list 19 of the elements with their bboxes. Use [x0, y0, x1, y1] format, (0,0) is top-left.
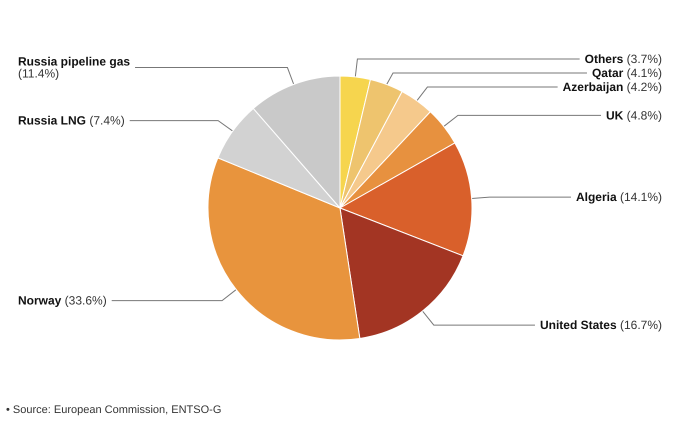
data-label: (33.6%) [64, 294, 107, 308]
data-label: (4.2%) [626, 80, 662, 94]
data-label: (4.8%) [626, 108, 662, 122]
slice-label: Russia pipeline gas [18, 54, 130, 69]
data-label: (3.7%) [626, 52, 662, 66]
data-label: (14.1%) [620, 190, 662, 204]
data-label: (7.4%) [89, 114, 125, 128]
data-label: (4.1%) [626, 66, 662, 80]
slice-label: UK [606, 108, 624, 122]
slice-label: Algeria [576, 190, 617, 204]
text: • Source: European Commission, ENTSO-G [6, 404, 222, 416]
slice-label: Others [584, 52, 624, 66]
data-label: (11.4%) [18, 66, 60, 81]
slice-label: Norway [18, 294, 62, 308]
slice-label: United States [540, 318, 617, 332]
slice-label: Qatar [592, 66, 624, 80]
slice-label: Russia LNG [18, 114, 86, 128]
data-label: (16.7%) [620, 318, 662, 332]
slice-label: Azerbaijan [562, 80, 624, 94]
